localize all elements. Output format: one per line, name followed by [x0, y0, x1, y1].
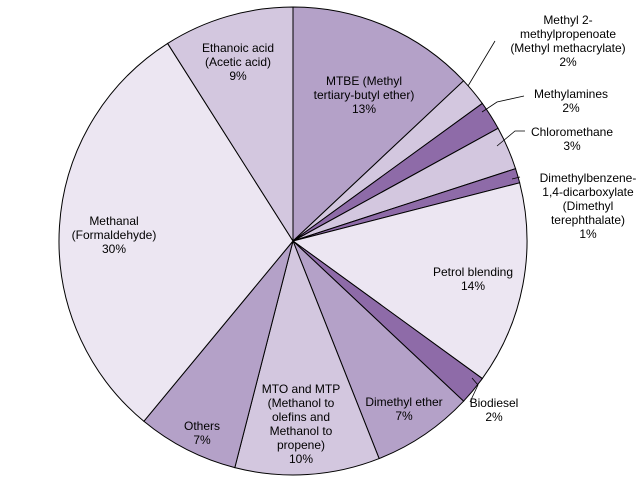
slice-label-methanal-formaldehyde: Methanal (Formaldehyde) 30%: [72, 214, 157, 256]
leader-line-chloromethane: [496, 130, 525, 147]
pie-slice-mto-and-mtp-methanol-to-olefins-and-methanol-to-propene: [234, 239, 380, 476]
pie-slice-dimethyl-ether: [292, 240, 465, 460]
pie-slice-others: [143, 240, 294, 469]
slice-label-petrol-blending: Petrol blending 14%: [433, 265, 513, 293]
slice-label-dimethyl-ether: Dimethyl ether 7%: [365, 395, 442, 423]
pie-slice-methanal-formaldehyde: [58, 42, 294, 423]
leader-line-biodiesel: [469, 377, 479, 403]
leader-line-methyl-2-methylpropenoate-methyl-methacrylate: [467, 40, 496, 87]
pie-slice-mtbe-methyl-tertiary-butyl-ether: [292, 6, 465, 243]
leader-line-methylamines: [481, 95, 525, 113]
slice-label-dimethylbenzene-1-4-dicarboxylate-dimethyl-terephthalate: Dimethylbenzene-1,4-dicarboxylate (Dimeth…: [540, 171, 637, 241]
slice-label-biodiesel: Biodiesel 2%: [470, 396, 519, 424]
slice-label-ethanoic-acid-acetic-acid: Ethanoic acid (Acetic acid) 9%: [202, 41, 274, 83]
slice-label-chloromethane: Chloromethane 3%: [531, 125, 613, 153]
slice-label-mtbe-methyl-tertiary-butyl-ether: MTBE (Methyl tertiary-butyl ether) 13%: [314, 74, 415, 116]
slice-label-mto-and-mtp-methanol-to-olefins-and-methanol-to-propene: MTO and MTP (Methanol to olefins and Methan…: [262, 382, 340, 466]
slice-label-methylamines: Methylamines 2%: [534, 87, 608, 115]
slice-label-others: Others 7%: [184, 419, 220, 447]
slice-label-methyl-2-methylpropenoate-methyl-methacrylate: Methyl 2-methylpropenoate (Methyl methacr…: [510, 13, 625, 69]
leader-line-dimethylbenzene-1-4-dicarboxylate-dimethyl-terephthalate: [511, 176, 521, 180]
pie-slice-petrol-blending: [291, 182, 528, 380]
pie-slice-ethanoic-acid-acetic-acid: [166, 6, 294, 243]
